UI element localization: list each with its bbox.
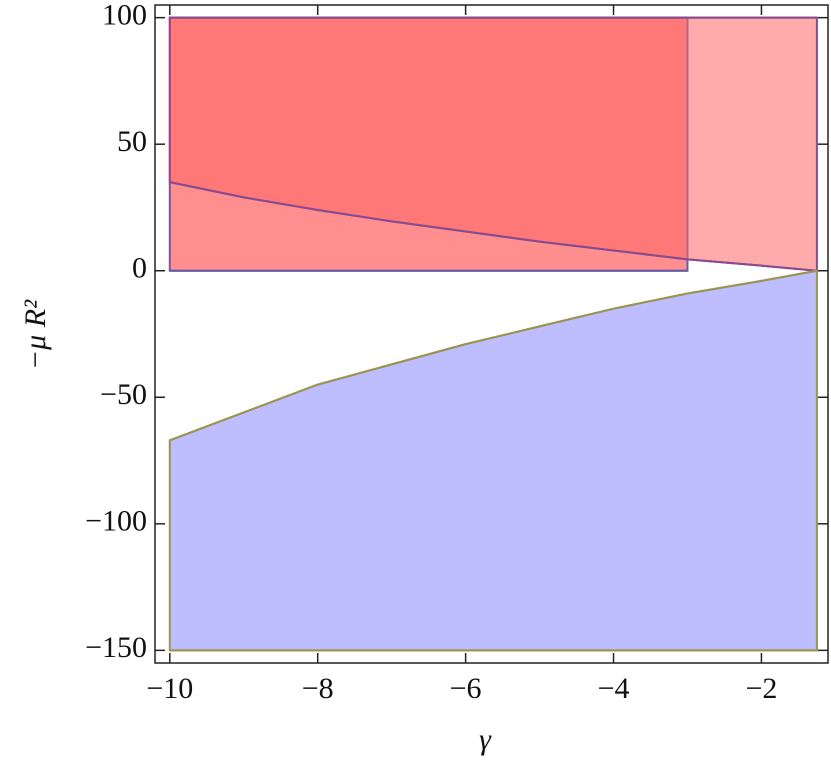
- y-tick-label: −150: [85, 631, 147, 664]
- y-tick-label: −100: [85, 505, 147, 538]
- y-tick-label: 100: [102, 0, 147, 32]
- x-tick-label: −10: [146, 672, 193, 705]
- y-tick-label: 0: [132, 252, 147, 285]
- x-axis-label: γ: [479, 723, 492, 756]
- region-upper-edge: [169, 269, 818, 442]
- plot-frame: [154, 4, 829, 664]
- x-tick-label: −4: [598, 672, 630, 705]
- y-tick-label: −50: [100, 378, 147, 411]
- y-tick-label: 50: [117, 125, 147, 158]
- y-axis-label: −μ R²: [19, 299, 52, 370]
- region: [168, 269, 818, 652]
- x-tick-label: −8: [302, 672, 334, 705]
- x-tick-label: −6: [450, 672, 482, 705]
- x-tick-label: −2: [745, 672, 777, 705]
- region-lower-edge: [169, 181, 817, 272]
